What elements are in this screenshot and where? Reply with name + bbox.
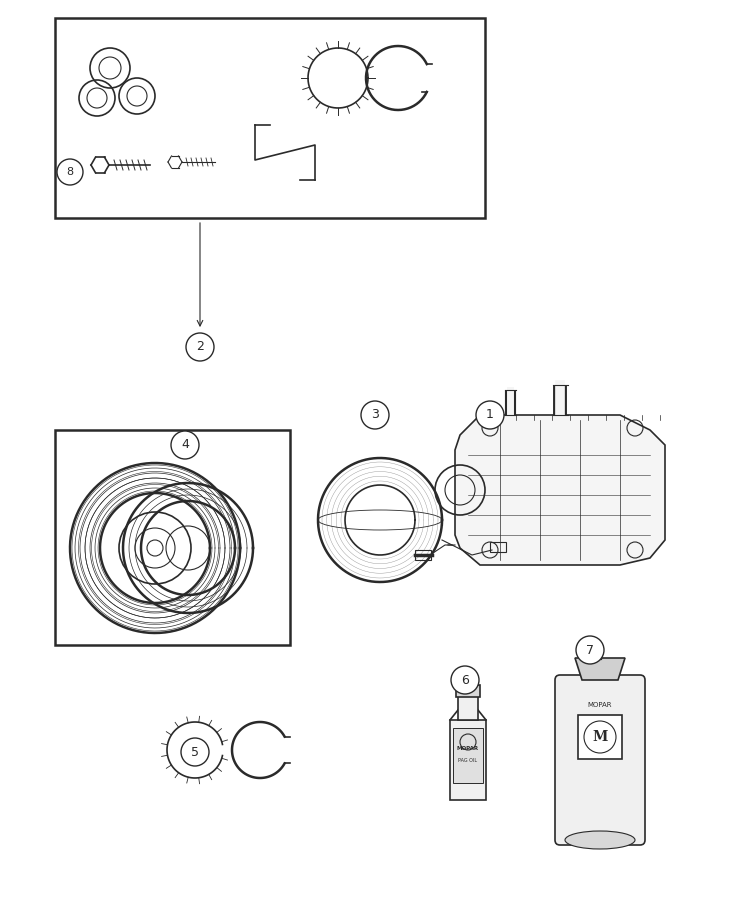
Circle shape xyxy=(361,401,389,429)
Circle shape xyxy=(181,738,209,766)
Polygon shape xyxy=(575,658,625,680)
Circle shape xyxy=(576,636,604,664)
Text: MOPAR: MOPAR xyxy=(588,702,612,708)
Circle shape xyxy=(171,431,199,459)
Text: 6: 6 xyxy=(461,673,469,687)
Bar xyxy=(55,430,290,645)
Circle shape xyxy=(147,540,163,556)
Circle shape xyxy=(451,666,479,694)
Bar xyxy=(490,542,506,552)
Text: 4: 4 xyxy=(181,438,189,452)
Text: 1: 1 xyxy=(486,409,494,421)
Bar xyxy=(578,715,622,759)
Text: 2: 2 xyxy=(196,340,204,354)
Text: 3: 3 xyxy=(371,409,379,421)
Polygon shape xyxy=(455,415,665,565)
Text: 5: 5 xyxy=(191,745,199,759)
FancyBboxPatch shape xyxy=(555,675,645,845)
Text: 7: 7 xyxy=(586,644,594,656)
Bar xyxy=(415,550,431,560)
Text: 8: 8 xyxy=(67,167,73,177)
Bar xyxy=(453,728,483,783)
Circle shape xyxy=(476,401,504,429)
Text: M: M xyxy=(592,730,608,744)
Text: MOPAR: MOPAR xyxy=(457,745,479,751)
Bar xyxy=(55,18,485,218)
Circle shape xyxy=(57,159,83,185)
Bar xyxy=(456,685,480,697)
Circle shape xyxy=(186,333,214,361)
Ellipse shape xyxy=(565,831,635,849)
Bar xyxy=(458,695,478,720)
Text: PAG OIL: PAG OIL xyxy=(459,758,477,762)
Bar xyxy=(450,720,486,800)
